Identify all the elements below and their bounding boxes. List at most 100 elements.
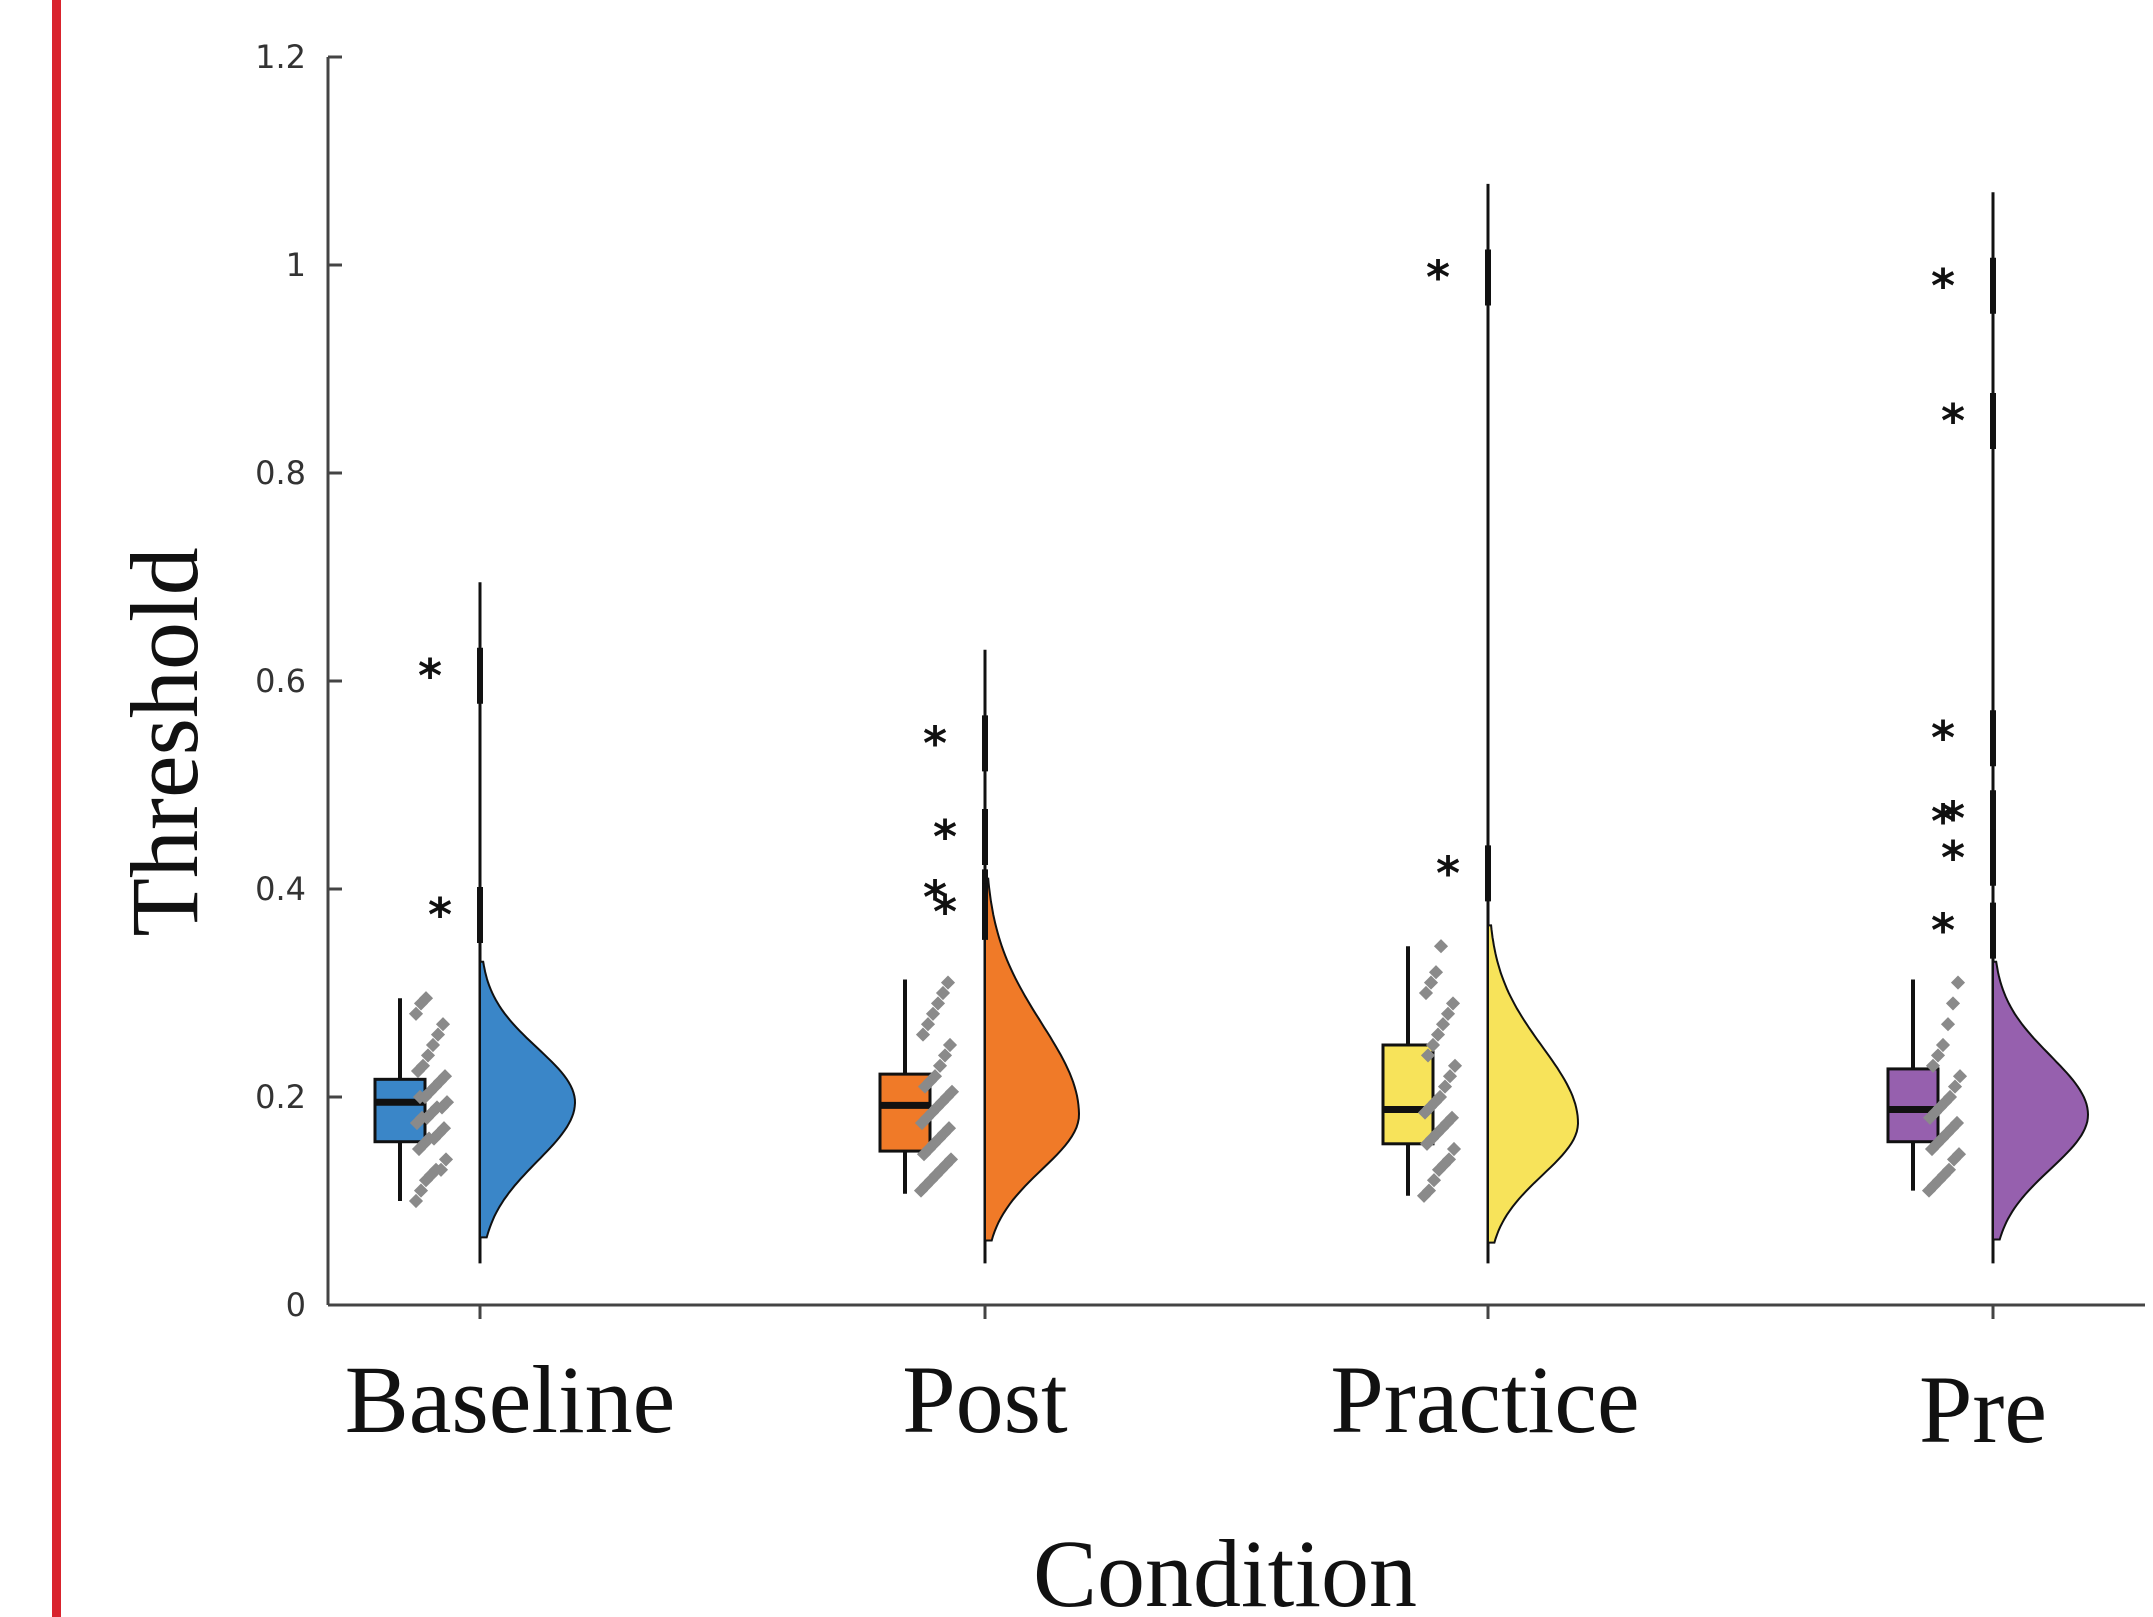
jitter-point [1950, 975, 1966, 990]
outlier-point: * [1941, 831, 1965, 885]
clouds-group: *************** [373, 183, 2090, 1264]
jitter-point [1941, 1162, 1957, 1177]
outlier-point: * [923, 870, 947, 924]
jitter-point [413, 1183, 429, 1198]
jitter-point [1935, 1037, 1951, 1053]
jitter-point [1945, 996, 1961, 1011]
jitter-point [942, 1037, 958, 1053]
y-tick-label: 0.2 [255, 1078, 306, 1116]
y-tick-label: 0.4 [255, 870, 306, 908]
jitter-point [937, 1048, 953, 1063]
jitter-point [1425, 1037, 1441, 1053]
jitter-point [1444, 1110, 1460, 1125]
jitter-point [1420, 1048, 1436, 1063]
density-pre [1992, 960, 2090, 1241]
jitter-point [408, 1193, 424, 1209]
jitter-point [437, 1069, 453, 1084]
y-axis-title: Threshold [111, 547, 218, 936]
x-tick-label-pre: Pre [1919, 1356, 2047, 1463]
jitter-point [436, 1121, 452, 1136]
jitter-point [1437, 1079, 1453, 1094]
jitter-point [927, 1069, 943, 1084]
jitter-point [439, 1095, 455, 1110]
jitter-point [430, 1027, 446, 1042]
jitter-point [1949, 1115, 1965, 1131]
outlier-point: * [1941, 791, 1965, 845]
box-iqr [1381, 1043, 1435, 1146]
jitter-point [420, 1048, 436, 1063]
density-post [984, 877, 1081, 1242]
jitter-point [1423, 975, 1439, 990]
y-tick-label: 1.2 [255, 38, 306, 76]
jitter-point [1447, 1058, 1463, 1073]
outlier-point: * [428, 888, 452, 942]
jitter-point [1421, 1183, 1437, 1198]
density-baseline [479, 960, 577, 1239]
x-tick-label-baseline: Baseline [345, 1346, 676, 1453]
y-tick-label: 0.6 [255, 662, 306, 700]
jitter-point [944, 1084, 960, 1099]
jitter-point [1446, 1141, 1462, 1157]
jitter-point [415, 1058, 431, 1073]
jitter-point [943, 1152, 959, 1167]
jitter-point [1925, 1058, 1941, 1073]
jitter-point [1441, 1152, 1457, 1167]
jitter-point [1433, 939, 1449, 954]
y-tick-label: 1 [286, 246, 306, 284]
outlier-point: * [1931, 794, 1955, 848]
jitter-point [1432, 1089, 1448, 1105]
y-tick-label: 0 [286, 1286, 306, 1324]
jitter-point [935, 985, 951, 1001]
outlier-point: * [1426, 250, 1450, 304]
jitter-point [1418, 985, 1434, 1001]
jitter-point [1952, 1069, 1968, 1084]
jitter-point [1940, 1017, 1956, 1032]
jitter-point [1947, 1079, 1963, 1094]
outlier-point: * [923, 716, 947, 770]
jitter-point [1430, 1027, 1446, 1042]
jitter-point [438, 1152, 454, 1167]
cloud-baseline: ** [373, 582, 577, 1264]
box-iqr [373, 1077, 427, 1144]
jitter-point [1426, 1173, 1442, 1188]
jitter-point [1440, 1006, 1456, 1021]
jitter-point [418, 991, 434, 1006]
jitter-point [1435, 1017, 1451, 1032]
outlier-point: * [1941, 394, 1965, 448]
jitter-point [1445, 996, 1461, 1011]
box-iqr [1886, 1067, 1940, 1144]
outlier-point: * [1436, 846, 1460, 900]
jitter-point [1930, 1048, 1946, 1063]
jitter-point [940, 975, 956, 990]
jitter-point [425, 1037, 441, 1053]
jitter-point [941, 1121, 957, 1136]
jitter-point [915, 1027, 931, 1042]
jitter-point [1951, 1147, 1967, 1162]
cloud-pre: ******* [1886, 192, 2090, 1264]
outlier-point: * [933, 885, 957, 939]
x-tick-label-post: Post [902, 1346, 1068, 1453]
jitter-point [435, 1017, 451, 1032]
outlier-point: * [933, 810, 957, 864]
jitter-point [932, 1058, 948, 1073]
outlier-point: * [418, 649, 442, 703]
jitter-point [433, 1162, 449, 1177]
jitter-point [1428, 965, 1444, 980]
y-tick-label: 0.8 [255, 454, 306, 492]
jitter-point [930, 996, 946, 1011]
outlier-point: * [1931, 904, 1955, 958]
left-border-rule [52, 0, 61, 1617]
jitter-point [1442, 1069, 1458, 1084]
x-axis-title: Condition [1033, 1520, 1417, 1617]
jitter-point [1942, 1089, 1958, 1105]
density-practice [1487, 924, 1580, 1244]
jitter-point [920, 1017, 936, 1032]
x-tick-label-practice: Practice [1330, 1346, 1639, 1453]
outlier-point: * [1931, 259, 1955, 313]
outlier-point: * [1931, 711, 1955, 765]
cloud-post: **** [878, 649, 1081, 1264]
jitter-point [925, 1006, 941, 1021]
axes-group: 0 0.2 0.4 0.6 0.8 1 1.2 Baseline Post Practice Pre [255, 38, 2145, 1463]
